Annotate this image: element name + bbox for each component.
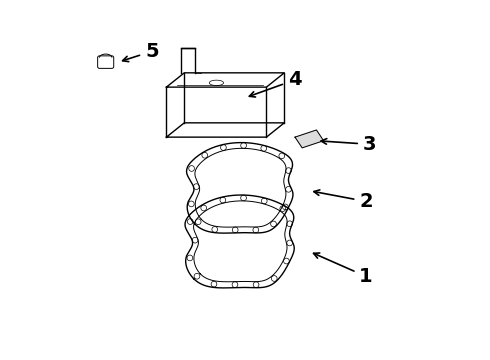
Text: 5: 5	[122, 42, 159, 62]
Text: 3: 3	[321, 135, 376, 154]
Polygon shape	[295, 130, 323, 148]
Text: 1: 1	[314, 253, 373, 286]
FancyBboxPatch shape	[98, 56, 114, 68]
Text: 2: 2	[314, 190, 373, 211]
Text: 4: 4	[249, 71, 301, 97]
